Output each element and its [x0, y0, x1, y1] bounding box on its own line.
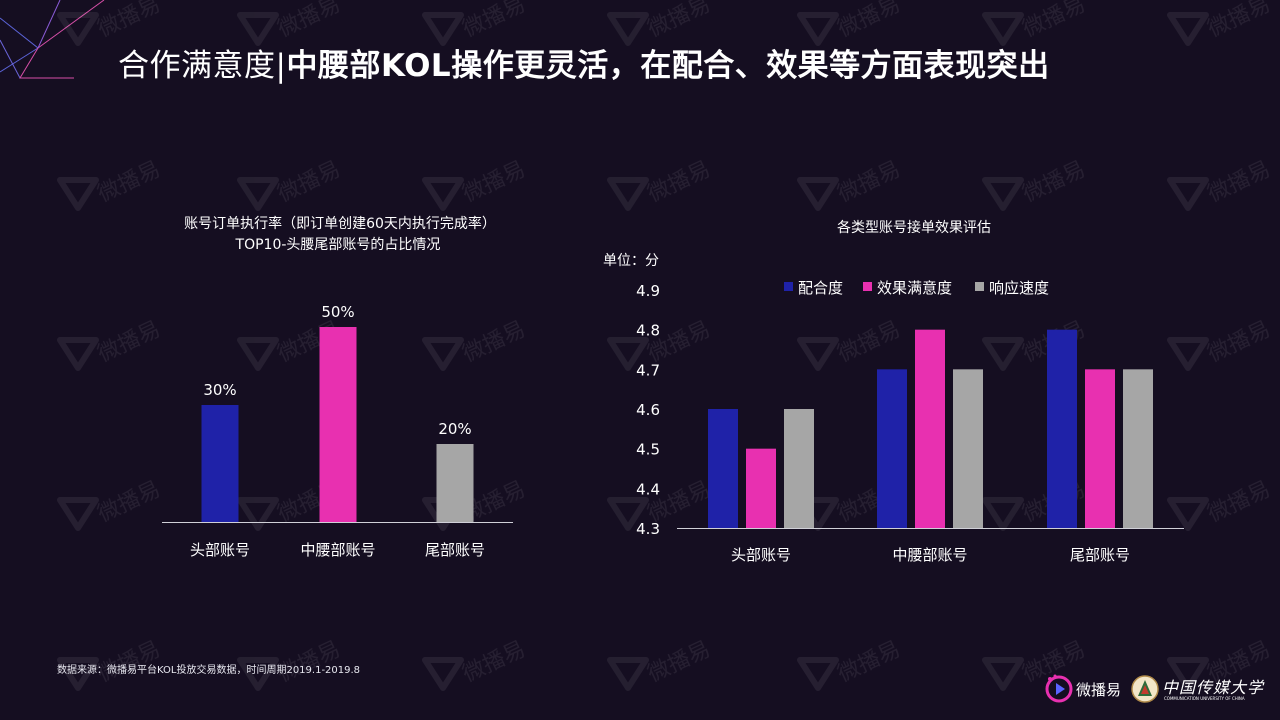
y-tick-label: 4.6	[636, 401, 660, 419]
bar	[319, 327, 357, 522]
cuc-logo-subtext: COMMUNICATION UNIVERSITY OF CHINA	[1164, 696, 1245, 701]
bar	[877, 369, 907, 528]
bar	[746, 448, 776, 528]
bar	[915, 329, 945, 528]
data-label: 20%	[438, 420, 471, 438]
page-title: 合作满意度|中腰部KOL操作更灵活，在配合、效果等方面表现突出	[118, 44, 1050, 88]
title-rest: 中腰部KOL操作更灵活，在配合、效果等方面表现突出	[286, 48, 1050, 84]
bar	[953, 369, 983, 528]
legend-swatch	[975, 282, 984, 291]
bar	[784, 409, 814, 528]
data-label: 30%	[203, 381, 236, 399]
y-tick-label: 4.7	[636, 361, 660, 379]
category-label: 尾部账号	[425, 541, 485, 559]
legend-label: 配合度	[798, 279, 843, 297]
left-chart-subtitle: TOP10-头腰尾部账号的占比情况	[235, 237, 441, 253]
weiboyi-logo: 微播易	[1044, 670, 1124, 710]
category-label: 尾部账号	[1070, 546, 1130, 564]
left-chart-title: 账号订单执行率（即订单创建60天内执行完成率）	[184, 215, 496, 232]
emblem-icon	[1131, 675, 1159, 703]
y-tick-label: 4.9	[636, 282, 660, 300]
cuc-logo-text: 中国传媒大学	[1162, 678, 1265, 697]
category-label: 中腰部账号	[300, 541, 375, 559]
y-tick-label: 4.3	[636, 520, 660, 538]
legend-label: 效果满意度	[877, 279, 952, 297]
bar	[1047, 329, 1077, 528]
title-lead: 合作满意度|	[118, 48, 287, 84]
legend-swatch	[863, 282, 872, 291]
play-icon	[1045, 674, 1073, 703]
weiboyi-logo-text: 微播易	[1076, 681, 1122, 699]
bar	[1085, 369, 1115, 528]
bar	[1123, 369, 1153, 528]
corner-decoration	[0, 0, 105, 79]
y-tick-label: 4.5	[636, 441, 660, 459]
bar	[201, 405, 239, 522]
bar	[708, 409, 738, 528]
category-label: 头部账号	[190, 541, 250, 559]
data-source-note: 数据来源：微播易平台KOL投放交易数据，时间周期2019.1-2019.8	[57, 665, 361, 676]
y-tick-label: 4.4	[636, 480, 660, 498]
cuc-logo: 中国传媒大学 COMMUNICATION UNIVERSITY OF CHINA	[1128, 670, 1263, 710]
legend-swatch	[784, 282, 793, 291]
y-tick-label: 4.8	[636, 322, 660, 340]
right-chart-title: 各类型账号接单效果评估	[837, 219, 991, 236]
category-label: 头部账号	[731, 546, 791, 564]
legend-label: 响应速度	[989, 279, 1049, 297]
bar	[436, 444, 474, 522]
category-label: 中腰部账号	[892, 546, 967, 564]
data-label: 50%	[321, 303, 354, 321]
unit-label: 单位：分	[603, 253, 659, 269]
